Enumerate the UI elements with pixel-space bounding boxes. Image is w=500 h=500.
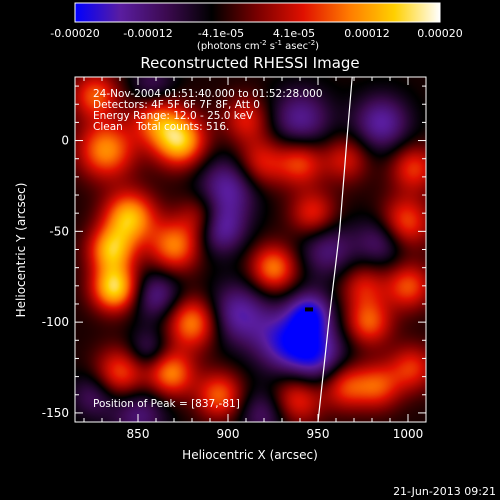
y-tick-label: -50: [49, 224, 69, 238]
x-tick-label: 850: [127, 427, 150, 441]
time-range-label: 24-Nov-2004 01:51:40.000 to 01:52:28.000: [93, 88, 323, 100]
colorbar-tick-label: -4.1e-05: [198, 27, 244, 40]
x-axis-label: Heliocentric X (arcsec): [182, 448, 318, 462]
colorbar-ticks: -0.00020 -0.00012 -4.1e-05 4.1e-05 0.000…: [50, 27, 462, 40]
detectors-label: Detectors: 4F 5F 6F 7F 8F, Att 0: [93, 99, 260, 111]
colorbar-units: (photons cm-2 s-1 asec-2): [197, 39, 319, 52]
colorbar-tick-label: -0.00020: [50, 27, 99, 40]
colorbar-tick-label: 0.00020: [417, 27, 463, 40]
colorbar-strip: [74, 2, 441, 23]
y-axis-label: Heliocentric Y (arcsec): [14, 183, 28, 318]
peak-marker-dot: [305, 307, 313, 312]
observation-info: 24-Nov-2004 01:51:40.000 to 01:52:28.000…: [93, 88, 323, 133]
footer-timestamp: 21-Jun-2013 09:21: [393, 485, 496, 498]
clean-counts-label: Clean Total counts: 516.: [93, 121, 229, 133]
energy-range-label: Energy Range: 12.0 - 25.0 keV: [93, 110, 254, 122]
peak-marker: [305, 307, 313, 312]
plot-title: Reconstructed RHESSI Image: [140, 54, 359, 72]
colorbar: -0.00020 -0.00012 -4.1e-05 4.1e-05 0.000…: [50, 2, 463, 52]
solar-limb-curve: [317, 77, 353, 422]
colorbar-tick-label: 4.1e-05: [273, 27, 315, 40]
y-axis: -150 -100 -50 0: [42, 85, 426, 420]
colorbar-tick-label: -0.00012: [123, 27, 172, 40]
y-tick-label: -100: [42, 315, 69, 329]
heatmap-image: [75, 77, 426, 422]
colorbar-tick-label: 0.00012: [344, 27, 390, 40]
x-tick-label: 1000: [393, 427, 424, 441]
x-axis: 850 900 950 1000: [83, 77, 427, 441]
peak-position-label: Position of Peak = [837,-81]: [93, 398, 240, 410]
y-tick-label: -150: [42, 406, 69, 420]
x-tick-label: 900: [217, 427, 240, 441]
y-tick-label: 0: [61, 134, 69, 148]
x-tick-label: 950: [307, 427, 330, 441]
